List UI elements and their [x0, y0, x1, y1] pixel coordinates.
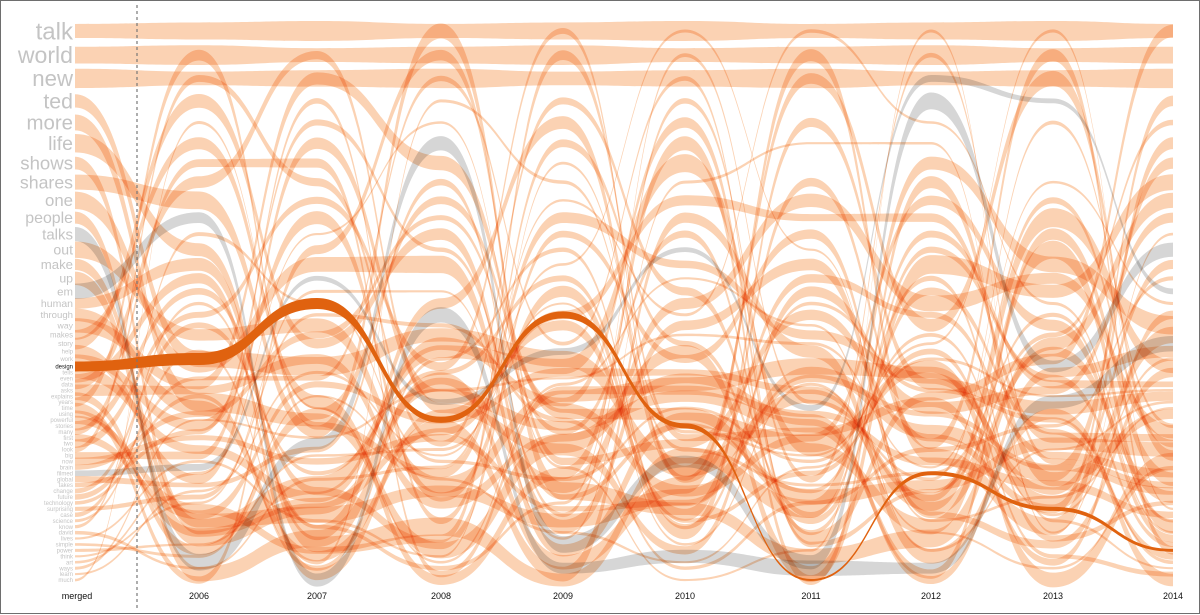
word-label-global[interactable]: global	[57, 477, 73, 483]
word-band-two[interactable]	[75, 27, 1173, 483]
word-label-first[interactable]: first	[63, 436, 73, 442]
word-band-people[interactable]	[75, 49, 1173, 582]
word-label-much[interactable]: much	[58, 578, 73, 584]
word-label-two[interactable]: two	[64, 442, 74, 448]
word-label-big[interactable]: big	[65, 454, 73, 460]
x-label-2012: 2012	[921, 591, 941, 601]
word-label-asks[interactable]: asks	[61, 388, 73, 394]
x-label-2010: 2010	[675, 591, 695, 601]
x-axis-labels: merged 2006 2007 2008 2009 2010 2011 2012 2013 20…	[62, 591, 1183, 601]
x-label-2011: 2011	[801, 591, 820, 601]
word-band-out[interactable]	[75, 241, 1173, 510]
x-label-2006: 2006	[189, 591, 209, 601]
word-label-filmed[interactable]: filmed	[57, 471, 73, 477]
word-label-shows[interactable]: shows	[20, 153, 73, 174]
word-label-talks[interactable]: talks	[42, 226, 73, 243]
word-label-way[interactable]: way	[57, 320, 74, 330]
word-label-makes[interactable]: makes	[50, 331, 73, 340]
word-label-science[interactable]: science	[53, 519, 74, 525]
word-label-work[interactable]: work	[59, 357, 74, 363]
word-label-design[interactable]: design	[55, 365, 73, 371]
word-label-tells[interactable]: tells	[62, 371, 73, 377]
x-label-2007: 2007	[307, 591, 327, 601]
word-band-talk[interactable]	[75, 20, 1173, 41]
word-label-art[interactable]: art	[66, 560, 73, 566]
word-label-simple[interactable]: simple	[56, 543, 74, 549]
word-label-out[interactable]: out	[53, 242, 73, 258]
x-label-2014: 2014	[1163, 591, 1183, 601]
word-label-think[interactable]: think	[60, 554, 74, 560]
word-label-takes[interactable]: takes	[59, 483, 73, 489]
word-band-now[interactable]	[75, 374, 1173, 512]
word-label-now[interactable]: now	[62, 460, 74, 466]
word-label-story[interactable]: story	[58, 341, 73, 348]
word-band-asks[interactable]	[75, 345, 1173, 585]
word-label-surprising[interactable]: surprising	[47, 507, 73, 513]
x-label-2009: 2009	[553, 591, 573, 601]
word-band-world[interactable]	[75, 45, 1173, 65]
word-label-em[interactable]: em	[57, 286, 73, 298]
x-label-2008: 2008	[431, 591, 451, 601]
word-label-talk[interactable]: talk	[36, 18, 74, 45]
word-label-life[interactable]: life	[48, 133, 73, 155]
word-band-stories[interactable]	[75, 229, 1173, 550]
word-label-time[interactable]: time	[62, 406, 74, 412]
word-label-brain[interactable]: brain	[60, 465, 73, 471]
word-label-years[interactable]: years	[58, 400, 73, 406]
word-label-future[interactable]: future	[58, 495, 74, 501]
word-label-data[interactable]: data	[61, 382, 73, 388]
word-label-make[interactable]: make	[41, 257, 73, 272]
word-label-david[interactable]: david	[59, 531, 73, 537]
word-label-one[interactable]: one	[45, 191, 73, 210]
word-label-even[interactable]: even	[60, 376, 73, 382]
word-label-learn[interactable]: learn	[60, 572, 73, 578]
word-label-shares[interactable]: shares	[20, 172, 73, 192]
x-label-2013: 2013	[1043, 591, 1063, 601]
x-label-merged: merged	[62, 591, 93, 601]
word-label-through[interactable]: through	[40, 310, 73, 321]
word-label-using[interactable]: using	[59, 412, 73, 418]
word-label-power[interactable]: power	[57, 548, 73, 554]
word-label-human[interactable]: human	[41, 298, 73, 310]
word-label-lives[interactable]: lives	[61, 537, 73, 543]
word-label-change[interactable]: change	[53, 489, 73, 495]
word-label-new[interactable]: new	[32, 66, 74, 91]
word-label-technology[interactable]: technology	[44, 501, 73, 507]
word-label-ways[interactable]: ways	[58, 566, 73, 572]
word-label-stories[interactable]: stories	[55, 424, 73, 430]
word-label-explains[interactable]: explains	[51, 394, 73, 400]
word-label-help[interactable]: help	[62, 350, 74, 356]
word-label-powerful[interactable]: powerful	[50, 418, 73, 424]
word-label-look[interactable]: look	[62, 448, 74, 454]
word-labels: talkworldnewtedmorelifeshowssharesonepeo…	[17, 18, 74, 584]
word-label-case[interactable]: case	[60, 513, 73, 519]
word-band-new[interactable]	[75, 68, 1173, 89]
word-label-ted[interactable]: ted	[43, 89, 73, 113]
word-bands	[75, 20, 1173, 588]
word-label-people[interactable]: people	[25, 210, 73, 227]
word-label-up[interactable]: up	[59, 272, 73, 286]
word-label-know[interactable]: know	[59, 525, 74, 531]
word-label-many[interactable]: many	[58, 430, 73, 436]
word-label-more[interactable]: more	[27, 113, 73, 135]
word-label-world[interactable]: world	[17, 42, 73, 68]
